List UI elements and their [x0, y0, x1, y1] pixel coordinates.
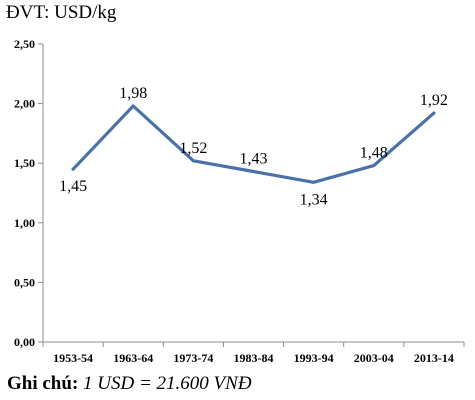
data-point	[432, 111, 436, 115]
data-label: 1,45	[59, 178, 87, 195]
data-point	[71, 167, 75, 171]
data-label: 1,92	[420, 92, 448, 109]
data-label: 1,52	[179, 140, 207, 157]
data-point	[312, 180, 316, 184]
y-tick-label: 0,50	[14, 275, 35, 289]
y-tick-label: 2,50	[14, 37, 35, 51]
x-tick-label: 1963-64	[113, 351, 153, 365]
footnote: Ghi chú: 1 USD = 21.600 VNĐ	[7, 373, 252, 395]
y-tick-label: 1,00	[14, 216, 35, 230]
y-tick-label: 1,50	[14, 156, 35, 170]
footnote-key: Ghi chú:	[7, 373, 79, 394]
x-tick-label: 1993-94	[294, 351, 334, 365]
data-point	[252, 170, 255, 174]
data-point	[191, 159, 195, 163]
y-tick-label: 0,00	[14, 335, 35, 349]
data-label: 1,34	[300, 191, 328, 208]
x-tick-label: 1953-54	[53, 351, 93, 365]
data-point	[372, 164, 376, 168]
footnote-text: 1 USD = 21.600 VNĐ	[83, 373, 252, 394]
data-label: 1,48	[360, 145, 388, 162]
data-label: 1,98	[119, 85, 147, 102]
plot-area: 0,00 0,50 1,00 1,50 2,00 2,50 1953-54 1963-64 19…	[14, 37, 465, 365]
y-tick-label: 2,00	[14, 97, 35, 111]
x-tick-label: 1973-74	[173, 351, 213, 365]
x-tick-label: 2013-14	[414, 351, 454, 365]
x-tick-label: 1983-84	[234, 351, 274, 365]
data-point	[131, 104, 135, 108]
x-tick-label: 2003-04	[354, 351, 394, 365]
unit-label: ĐVT: USD/kg	[6, 2, 117, 23]
data-label: 1,43	[240, 151, 268, 168]
